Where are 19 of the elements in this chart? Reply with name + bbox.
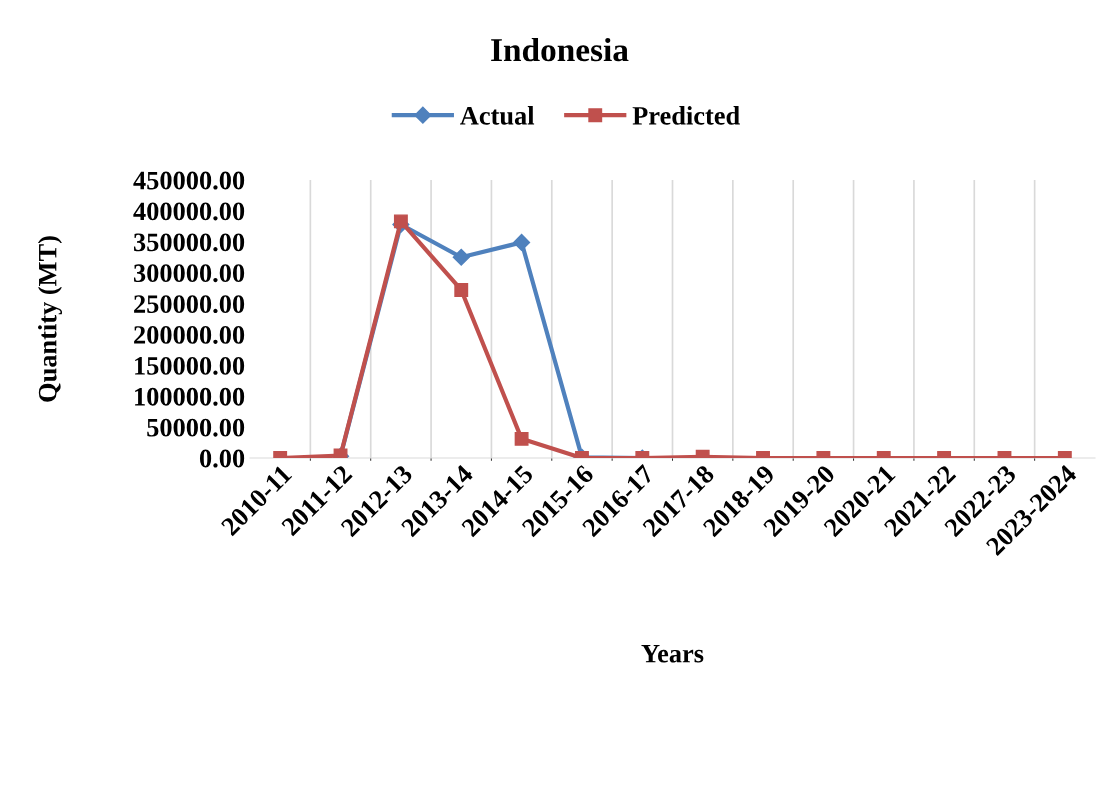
y-tick-label: 450000.00: [133, 171, 245, 190]
y-tick-label: 200000.00: [134, 326, 245, 344]
y-tick-label: 150000.00: [135, 356, 245, 375]
chart-title: Indonesia: [491, 37, 629, 62]
legend-label: Actual: [460, 106, 535, 125]
y-tick-label: 100000.00: [135, 387, 245, 406]
y-tick-label: 50000.00: [147, 418, 245, 437]
point: [513, 233, 531, 251]
point: [452, 248, 470, 266]
y-tick-label: 250000.00: [134, 295, 245, 314]
y-tick-label: 300000.00: [133, 264, 245, 283]
x-axis-title: Years: [641, 645, 704, 663]
point: [454, 283, 469, 297]
y-tick-label: 400000.00: [133, 202, 245, 221]
point: [393, 214, 408, 229]
y-axis-title: Quantity (MT): [38, 236, 62, 402]
y-tick-label: 0.00: [199, 449, 245, 468]
y-tick-label: 350000.00: [133, 233, 245, 252]
legend-label: Predicted: [632, 106, 740, 125]
